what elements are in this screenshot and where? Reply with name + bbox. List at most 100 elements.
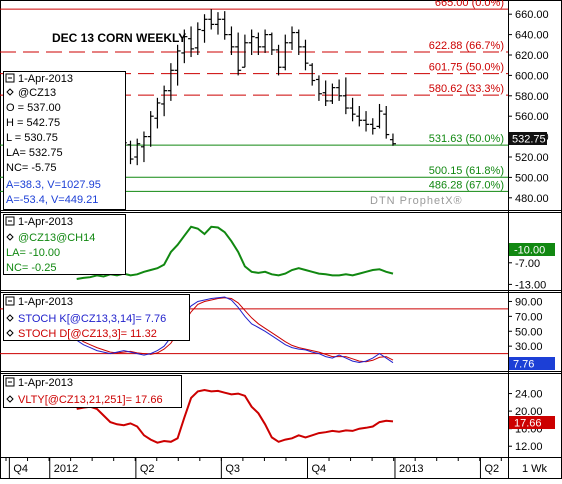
- price-bar: [262, 29, 269, 53]
- level-label: 665.00 (0.0%): [435, 0, 504, 9]
- level-label: 531.63 (50.0%): [429, 133, 504, 145]
- y-tick-label: 600.00: [515, 70, 549, 82]
- price-bar: [154, 97, 161, 129]
- diamond-icon: [6, 314, 14, 322]
- x-tick-label: Q2: [140, 463, 155, 475]
- y-tick-label: 480.00: [515, 193, 549, 205]
- price-bar: [167, 63, 174, 101]
- price-bar: [289, 26, 296, 50]
- price-bar: [268, 32, 275, 55]
- last-price-badge: [509, 132, 547, 145]
- stochastic-k-label: STOCH K[@CZ13,3,14]= 7.76: [18, 313, 166, 325]
- volatility-info-date: 1-Apr-2013: [18, 377, 73, 389]
- price-info-box: 1-Apr-2013 @CZ13 O = 537.00 H = 542.75 L…: [3, 71, 126, 210]
- price-bar: [161, 85, 168, 117]
- diamond-icon: [6, 329, 14, 337]
- crosshair-icon: [5, 216, 15, 226]
- x-tick-label: Q4: [13, 463, 28, 475]
- price-bar: [363, 111, 370, 132]
- price-bar: [329, 83, 336, 104]
- stochastic-info-date: 1-Apr-2013: [18, 296, 73, 308]
- x-tick-label: Q2: [484, 463, 499, 475]
- price-bar: [174, 44, 181, 86]
- info-date: 1-Apr-2013: [18, 73, 73, 85]
- price-bar: [134, 138, 141, 166]
- price-bar: [315, 75, 322, 101]
- price-bar: [342, 77, 349, 115]
- price-bar: [376, 103, 383, 129]
- spread-info-net-change: NC= -0.25: [6, 262, 56, 274]
- stochastic-k-line: [76, 296, 394, 364]
- level-label: 601.75 (50.0%): [429, 62, 504, 74]
- price-bar: [383, 106, 390, 139]
- info-high: H = 542.75: [6, 117, 60, 129]
- level-label: 622.88 (66.7%): [429, 40, 504, 52]
- y-tick-label: 12.00: [515, 441, 543, 453]
- info-last: LA= 532.75: [6, 147, 63, 159]
- stochastic-last-badge: [509, 357, 555, 370]
- info-net-change: NC= -5.75: [6, 162, 56, 174]
- x-tick-label: Q3: [225, 463, 240, 475]
- price-bar: [214, 12, 221, 35]
- y-tick-label: 660.00: [515, 9, 549, 21]
- y-tick-label: 20.00: [515, 406, 543, 418]
- price-bar: [181, 29, 188, 64]
- stochastic-d-label: STOCH D[@CZ13,3]= 11.32: [18, 328, 157, 340]
- info-ad-2: A=-53.4, V=449.21: [6, 194, 98, 206]
- y-tick-label: 520.00: [515, 152, 549, 164]
- y-tick-label: -7.00: [515, 258, 540, 270]
- x-tick-label: 2013: [399, 463, 423, 475]
- price-bar: [140, 131, 147, 163]
- spread-info-box: 1-Apr-2013 @CZ13@CH14 LA= -10.00 NC= -0.…: [3, 214, 126, 275]
- chart-title: DEC 13 CORN WEEKLY: [52, 31, 186, 45]
- spread-last-badge-label: -10.00: [514, 245, 545, 257]
- diamond-icon: [6, 233, 14, 241]
- level-label: 500.15 (61.8%): [429, 165, 504, 177]
- price-bar: [127, 140, 134, 165]
- info-open: O = 537.00: [6, 102, 61, 114]
- price-bars: [73, 9, 396, 166]
- info-low: L = 530.75: [6, 132, 58, 144]
- y-tick-label: 70.00: [515, 311, 543, 323]
- time-x-axis: Q4 2012 Q2 Q3 Q4 2013 Q2: [5, 458, 502, 478]
- crosshair-icon: [5, 296, 15, 306]
- level-label: 486.28 (67.0%): [429, 179, 504, 191]
- volatility-label: VLTY[@CZ13,21,251]= 17.66: [18, 394, 163, 406]
- stochastic-last-badge-label: 7.76: [513, 359, 534, 371]
- price-bar: [228, 26, 235, 55]
- price-bar: [241, 34, 248, 68]
- spread-series-line: [76, 225, 394, 280]
- info-ad-1: A=38.3, V=1027.95: [6, 179, 101, 191]
- volatility-series-line: [76, 388, 394, 444]
- volatility-info-box: 1-Apr-2013 VLTY[@CZ13,21,251]= 17.66: [3, 375, 182, 408]
- price-bar: [322, 80, 329, 106]
- y-tick-label: 50.00: [515, 326, 543, 338]
- volatility-last-badge: [509, 416, 555, 429]
- level-label: 580.62 (33.3%): [429, 83, 504, 95]
- price-bar: [188, 26, 195, 58]
- x-tick-label: 2012: [54, 463, 78, 475]
- y-tick-label: -13.00: [515, 279, 546, 291]
- diamond-icon: [6, 395, 14, 403]
- price-bar: [356, 106, 363, 127]
- info-symbol: @CZ13: [18, 87, 56, 99]
- price-bar: [208, 9, 215, 30]
- stochastic-panel: 90.00 70.00 50.00 30.00 7.76 1-Apr-2013 STO…: [0, 294, 555, 371]
- price-bar: [349, 97, 356, 122]
- spread-last-badge: [509, 243, 555, 256]
- spread-y-axis: -7.00 -13.00: [508, 258, 546, 291]
- price-bar: [201, 14, 208, 43]
- last-price-badge-label: 532.75: [512, 134, 546, 146]
- y-tick-label: 580.00: [515, 91, 549, 103]
- price-bar: [255, 32, 262, 55]
- spread-panel: -7.00 -13.00 -10.00 1-Apr-2013 @CZ13@CH14…: [3, 214, 555, 291]
- y-tick-label: 30.00: [515, 341, 543, 353]
- spread-info-symbol: @CZ13@CH14: [18, 232, 95, 244]
- y-tick-label: 640.00: [515, 30, 549, 42]
- price-bar: [369, 118, 376, 135]
- y-tick-label: 24.00: [515, 389, 543, 401]
- x-tick-label: Q4: [311, 463, 326, 475]
- price-bar: [336, 79, 343, 101]
